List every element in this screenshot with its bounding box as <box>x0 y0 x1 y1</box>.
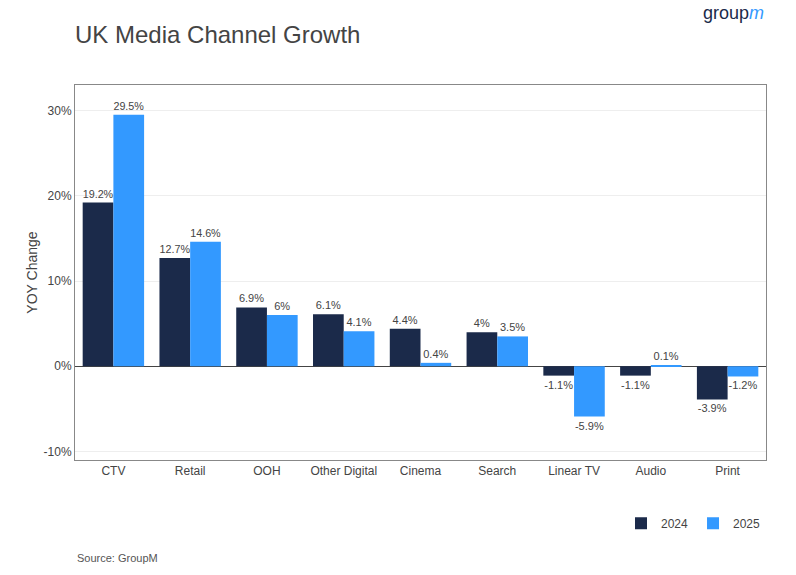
svg-text:-3.9%: -3.9% <box>698 402 727 414</box>
svg-text:2025: 2025 <box>733 517 760 531</box>
svg-text:10%: 10% <box>48 274 72 288</box>
svg-text:29.5%: 29.5% <box>113 100 144 112</box>
svg-text:OOH: OOH <box>253 464 280 478</box>
svg-text:-10%: -10% <box>44 445 72 459</box>
svg-text:-1.1%: -1.1% <box>544 379 573 391</box>
svg-text:0.1%: 0.1% <box>654 350 679 362</box>
svg-text:0%: 0% <box>54 359 72 373</box>
svg-text:-1.2%: -1.2% <box>728 379 757 391</box>
svg-text:UK Media Channel Growth: UK Media Channel Growth <box>75 21 360 48</box>
svg-text:4.1%: 4.1% <box>346 316 371 328</box>
svg-text:2024: 2024 <box>661 517 688 531</box>
svg-text:6%: 6% <box>274 300 290 312</box>
svg-text:14.6%: 14.6% <box>190 227 221 239</box>
svg-text:3.5%: 3.5% <box>500 321 525 333</box>
svg-text:12.7%: 12.7% <box>159 243 190 255</box>
svg-text:Retail: Retail <box>175 464 206 478</box>
svg-text:Search: Search <box>478 464 516 478</box>
svg-text:Source: GroupM: Source: GroupM <box>77 552 158 564</box>
svg-text:YOY Change: YOY Change <box>24 231 40 313</box>
svg-text:20%: 20% <box>48 189 72 203</box>
svg-text:groupm: groupm <box>703 3 764 23</box>
svg-text:Cinema: Cinema <box>400 464 442 478</box>
svg-text:6.1%: 6.1% <box>316 299 341 311</box>
svg-text:4.4%: 4.4% <box>392 314 417 326</box>
svg-text:-5.9%: -5.9% <box>575 420 604 432</box>
svg-text:Linear TV: Linear TV <box>548 464 600 478</box>
svg-text:Audio: Audio <box>635 464 666 478</box>
svg-text:-1.1%: -1.1% <box>621 379 650 391</box>
svg-text:19.2%: 19.2% <box>83 188 114 200</box>
svg-text:30%: 30% <box>48 104 72 118</box>
svg-text:4%: 4% <box>474 317 490 329</box>
svg-text:6.9%: 6.9% <box>239 292 264 304</box>
svg-text:Print: Print <box>715 464 740 478</box>
svg-text:Other Digital: Other Digital <box>310 464 377 478</box>
svg-text:CTV: CTV <box>101 464 125 478</box>
svg-text:0.4%: 0.4% <box>423 348 448 360</box>
